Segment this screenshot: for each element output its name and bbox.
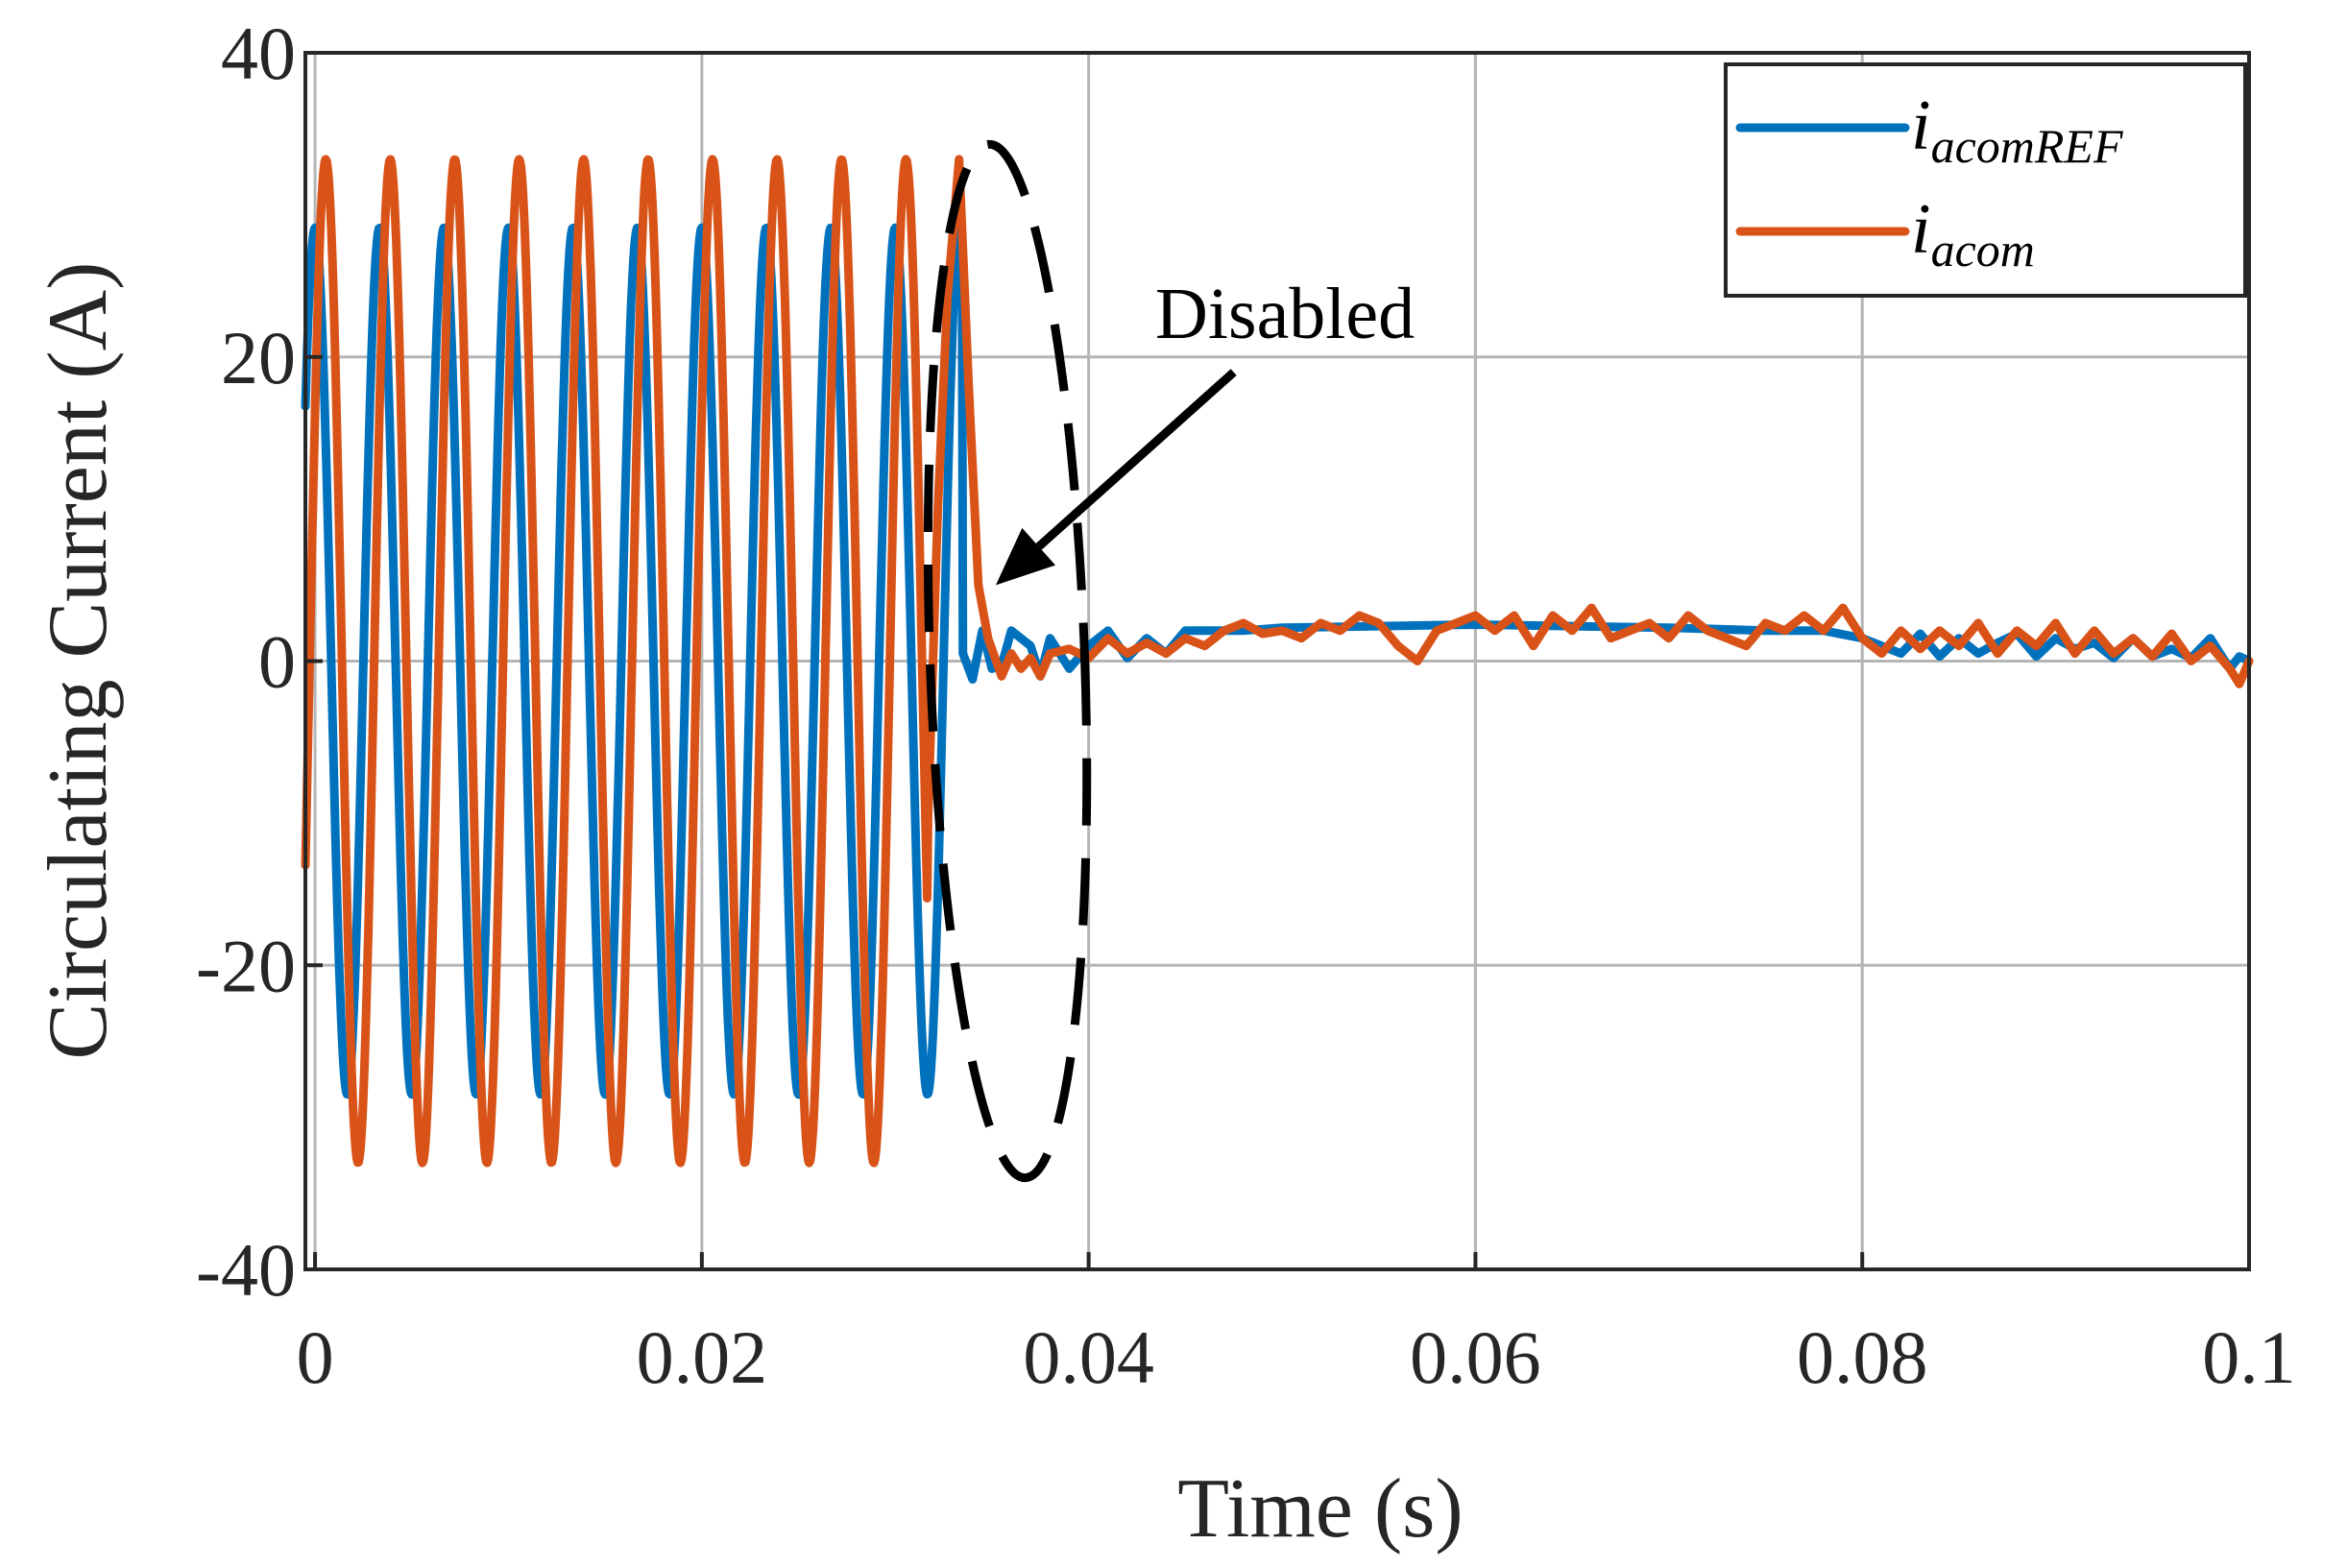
- legend-label-i-acom: iacom: [1911, 190, 2035, 277]
- legend-sub-i-acom: acom: [1931, 223, 2035, 277]
- y-axis-label: Circulating Current (A): [32, 262, 125, 1060]
- legend-main-i-acom: i: [1911, 190, 1931, 269]
- annotation-arrow-shaft: [1035, 369, 1237, 550]
- legend: iacomREF iacom: [1724, 62, 2247, 298]
- annotation-disabled-label: Disabled: [1155, 274, 1415, 354]
- y-tick-label: 40: [221, 12, 296, 95]
- annotation-layer: [923, 139, 1237, 1183]
- x-axis-label: Time (s): [1177, 1462, 1463, 1556]
- series-line-i-acom: [301, 155, 2254, 1168]
- x-tick-label: 0.08: [1797, 1315, 1928, 1399]
- x-tick-label: 0.1: [2202, 1315, 2296, 1399]
- y-tick-label: -20: [196, 924, 296, 1007]
- y-tick-labels: -40 -20 0 20 40: [196, 12, 323, 1312]
- legend-box: [1724, 62, 2247, 298]
- y-tick-label: 0: [258, 620, 296, 704]
- series-layer: [301, 155, 2254, 1168]
- annotation-dashed-ellipse: [923, 139, 1092, 1183]
- legend-label-i-acomref: iacomREF: [1911, 86, 2123, 173]
- legend-main-i-acomref: i: [1911, 86, 1931, 165]
- x-tick-labels: 0 0.02 0.04 0.06 0.08 0.1: [297, 1252, 2296, 1399]
- series-line-i-acomref: [301, 223, 2254, 1099]
- x-tick-label: 0.02: [637, 1315, 768, 1399]
- legend-sub-i-acomref: acomREF: [1931, 119, 2123, 173]
- x-tick-label: 0.04: [1023, 1315, 1154, 1399]
- y-tick-label: 20: [221, 316, 296, 399]
- x-tick-label: 0: [297, 1315, 334, 1399]
- annotation-arrow-head: [995, 527, 1056, 586]
- y-tick-label: -40: [196, 1228, 296, 1312]
- x-tick-label: 0.06: [1410, 1315, 1541, 1399]
